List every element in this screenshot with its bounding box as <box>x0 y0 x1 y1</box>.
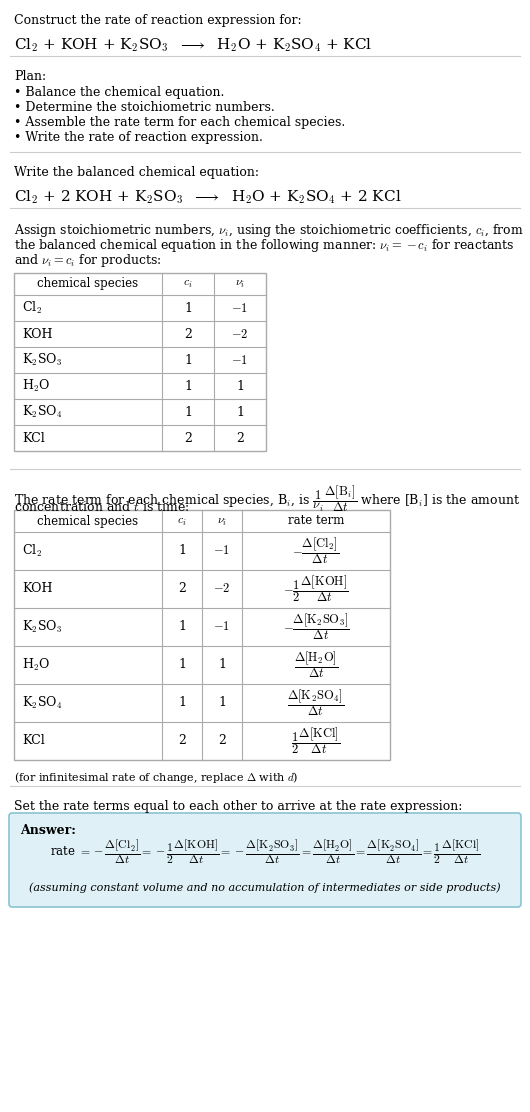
Bar <box>14 510 390 759</box>
Text: 2: 2 <box>178 735 186 747</box>
Bar <box>14 274 266 451</box>
Text: (assuming constant volume and no accumulation of intermediates or side products): (assuming constant volume and no accumul… <box>29 883 501 893</box>
Text: 1: 1 <box>184 379 192 393</box>
Text: 2: 2 <box>236 431 244 445</box>
Text: $\nu_i$: $\nu_i$ <box>217 515 227 527</box>
Text: $-1$: $-1$ <box>232 301 249 315</box>
Text: 2: 2 <box>178 583 186 596</box>
Text: The rate term for each chemical species, B$_i$, is $\dfrac{1}{\nu_i}\dfrac{\Delt: The rate term for each chemical species,… <box>14 483 520 514</box>
Text: concentration and $t$ is time:: concentration and $t$ is time: <box>14 500 190 514</box>
Text: rate $= -\dfrac{\Delta[\mathrm{Cl_2}]}{\Delta t} = -\dfrac{1}{2}\dfrac{\Delta[\m: rate $= -\dfrac{\Delta[\mathrm{Cl_2}]}{\… <box>50 838 480 866</box>
Text: 2: 2 <box>218 735 226 747</box>
Text: 1: 1 <box>236 379 244 393</box>
Text: $-\dfrac{\Delta[\mathrm{Cl_2}]}{\Delta t}$: $-\dfrac{\Delta[\mathrm{Cl_2}]}{\Delta t… <box>293 536 340 566</box>
Text: Answer:: Answer: <box>20 824 76 837</box>
Text: K$_2$SO$_3$: K$_2$SO$_3$ <box>22 619 63 635</box>
Text: 1: 1 <box>236 406 244 418</box>
Text: $-\dfrac{1}{2}\dfrac{\Delta[\mathrm{KOH}]}{\Delta t}$: $-\dfrac{1}{2}\dfrac{\Delta[\mathrm{KOH}… <box>283 574 349 605</box>
Text: 1: 1 <box>178 545 186 557</box>
Text: 1: 1 <box>178 620 186 634</box>
Text: H$_2$O: H$_2$O <box>22 378 50 394</box>
Text: KCl: KCl <box>22 735 45 747</box>
Text: $-2$: $-2$ <box>214 583 231 596</box>
Text: Assign stoichiometric numbers, $\nu_i$, using the stoichiometric coefficients, $: Assign stoichiometric numbers, $\nu_i$, … <box>14 222 524 239</box>
Text: 1: 1 <box>178 696 186 709</box>
Text: $c_i$: $c_i$ <box>177 515 187 527</box>
Text: $-1$: $-1$ <box>214 545 231 557</box>
Text: and $\nu_i = c_i$ for products:: and $\nu_i = c_i$ for products: <box>14 252 162 269</box>
Text: Cl$_2$: Cl$_2$ <box>22 543 42 559</box>
Text: 1: 1 <box>184 301 192 315</box>
Text: • Write the rate of reaction expression.: • Write the rate of reaction expression. <box>14 131 263 143</box>
Text: $-1$: $-1$ <box>214 620 231 634</box>
Text: Cl$_2$ + KOH + K$_2$SO$_3$  $\longrightarrow$  H$_2$O + K$_2$SO$_4$ + KCl: Cl$_2$ + KOH + K$_2$SO$_3$ $\longrightar… <box>14 36 373 53</box>
Text: KCl: KCl <box>22 431 45 445</box>
Text: Plan:: Plan: <box>14 70 46 83</box>
Text: $\dfrac{1}{2}\dfrac{\Delta[\mathrm{KCl}]}{\Delta t}$: $\dfrac{1}{2}\dfrac{\Delta[\mathrm{KCl}]… <box>292 725 341 756</box>
Text: Write the balanced chemical equation:: Write the balanced chemical equation: <box>14 166 259 179</box>
Text: $\nu_i$: $\nu_i$ <box>235 278 245 290</box>
Text: 1: 1 <box>218 696 226 709</box>
FancyBboxPatch shape <box>9 813 521 907</box>
Text: 2: 2 <box>184 431 192 445</box>
Text: K$_2$SO$_4$: K$_2$SO$_4$ <box>22 404 63 420</box>
Text: 1: 1 <box>184 354 192 367</box>
Text: KOH: KOH <box>22 583 52 596</box>
Text: 2: 2 <box>184 328 192 340</box>
Text: (for infinitesimal rate of change, replace $\Delta$ with $d$): (for infinitesimal rate of change, repla… <box>14 770 298 785</box>
Text: the balanced chemical equation in the following manner: $\nu_i = -c_i$ for react: the balanced chemical equation in the fo… <box>14 237 515 254</box>
Text: Construct the rate of reaction expression for:: Construct the rate of reaction expressio… <box>14 14 302 27</box>
Text: chemical species: chemical species <box>38 515 138 527</box>
Text: $-\dfrac{\Delta[\mathrm{K_2SO_3}]}{\Delta t}$: $-\dfrac{\Delta[\mathrm{K_2SO_3}]}{\Delt… <box>282 612 349 643</box>
Text: 1: 1 <box>218 658 226 672</box>
Text: chemical species: chemical species <box>38 278 138 290</box>
Text: • Assemble the rate term for each chemical species.: • Assemble the rate term for each chemic… <box>14 116 345 129</box>
Text: H$_2$O: H$_2$O <box>22 657 50 673</box>
Text: $c_i$: $c_i$ <box>183 278 193 290</box>
Text: 1: 1 <box>184 406 192 418</box>
Text: $\dfrac{\Delta[\mathrm{K_2SO_4}]}{\Delta t}$: $\dfrac{\Delta[\mathrm{K_2SO_4}]}{\Delta… <box>287 687 345 718</box>
Text: • Balance the chemical equation.: • Balance the chemical equation. <box>14 86 224 99</box>
Text: K$_2$SO$_4$: K$_2$SO$_4$ <box>22 695 63 711</box>
Text: 1: 1 <box>178 658 186 672</box>
Text: rate term: rate term <box>288 515 344 527</box>
Text: Cl$_2$ + 2 KOH + K$_2$SO$_3$  $\longrightarrow$  H$_2$O + K$_2$SO$_4$ + 2 KCl: Cl$_2$ + 2 KOH + K$_2$SO$_3$ $\longright… <box>14 188 402 206</box>
Text: Cl$_2$: Cl$_2$ <box>22 300 42 316</box>
Text: • Determine the stoichiometric numbers.: • Determine the stoichiometric numbers. <box>14 101 275 115</box>
Text: $\dfrac{\Delta[\mathrm{H_2O}]}{\Delta t}$: $\dfrac{\Delta[\mathrm{H_2O}]}{\Delta t}… <box>294 649 338 681</box>
Text: Set the rate terms equal to each other to arrive at the rate expression:: Set the rate terms equal to each other t… <box>14 800 462 813</box>
Text: $-1$: $-1$ <box>232 354 249 367</box>
Text: K$_2$SO$_3$: K$_2$SO$_3$ <box>22 351 63 368</box>
Text: KOH: KOH <box>22 328 52 340</box>
Text: $-2$: $-2$ <box>231 328 249 340</box>
